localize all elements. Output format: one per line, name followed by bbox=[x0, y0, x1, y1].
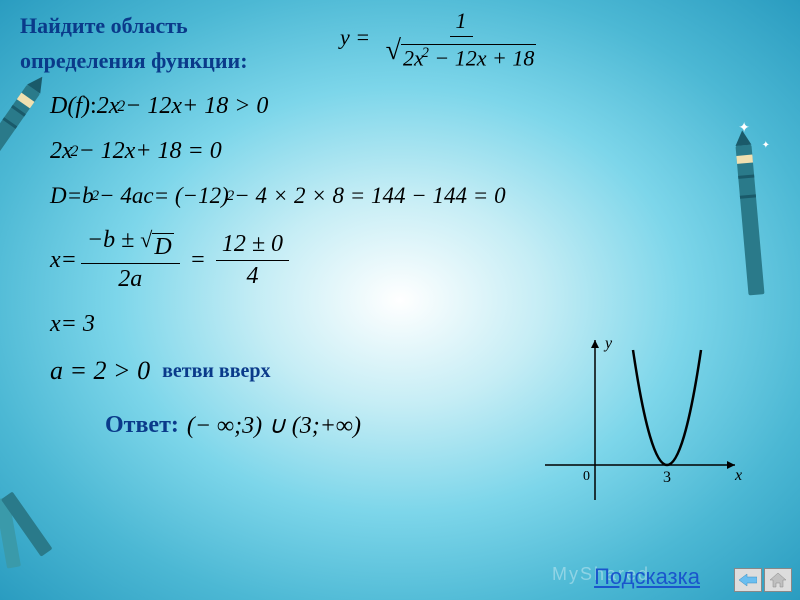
formula-denominator: 2x2 − 12x + 18 bbox=[401, 44, 536, 71]
parabola-graph: x y 0 3 bbox=[535, 330, 745, 505]
answer-label: Ответ: bbox=[105, 412, 179, 439]
main-formula: y = 1 √ 2x2 − 12x + 18 bbox=[340, 8, 546, 71]
equation-discriminant: D = b2 − 4ac = (−12)2 − 4 × 2 × 8 = 144 … bbox=[50, 183, 780, 209]
equation-roots: x = −b ± √D 2a = 12 ± 0 4 bbox=[50, 227, 780, 293]
task-title-line1: Найдите область bbox=[20, 13, 188, 38]
hint-link[interactable]: Подсказка bbox=[594, 564, 700, 590]
parabola-curve bbox=[633, 350, 701, 465]
answer-formula: (− ∞;3) ∪ (3;+∞) bbox=[187, 411, 361, 440]
task-title-line2: определения функции: bbox=[20, 48, 248, 73]
crayon-decoration-bottom-left bbox=[0, 472, 66, 579]
branches-up-label: ветви вверх bbox=[162, 360, 270, 383]
graph-vertex-label: 3 bbox=[663, 469, 671, 486]
formula-numerator: 1 bbox=[450, 8, 473, 37]
equation-domain-condition: D(f): 2x2 − 12x + 18 > 0 bbox=[50, 93, 780, 120]
graph-origin-label: 0 bbox=[583, 469, 590, 484]
graph-y-axis-label: y bbox=[603, 335, 613, 352]
nav-back-button[interactable] bbox=[734, 568, 762, 592]
task-title: Найдите область определения функции: bbox=[20, 8, 300, 78]
equation-quadratic: 2x2 − 12x + 18 = 0 bbox=[50, 138, 780, 165]
nav-buttons bbox=[734, 568, 792, 592]
nav-home-button[interactable] bbox=[764, 568, 792, 592]
home-icon bbox=[769, 572, 787, 588]
back-arrow-icon bbox=[739, 573, 757, 587]
graph-x-axis-label: x bbox=[734, 467, 742, 484]
